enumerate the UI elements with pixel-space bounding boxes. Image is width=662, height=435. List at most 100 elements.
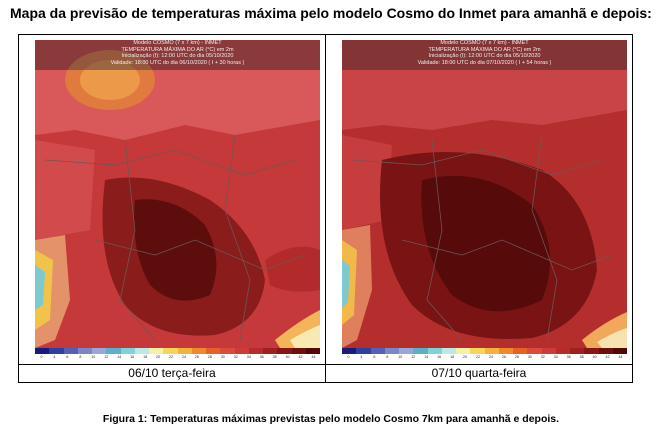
colorbar-swatch [441, 348, 456, 354]
colorbar-tick-label: 24 [488, 355, 493, 359]
colorbar: 0 4 6 8 10 12 14 16 18 20 22 24 26 28 30 32 34 36 38 40 42 44 [35, 348, 320, 360]
colorbar-tick-label: 40 [592, 355, 597, 359]
colorbar-swatch [484, 348, 499, 354]
colorbar-tick-label: 16 [130, 355, 135, 359]
header-line-model: Modelo COSMO (7 x 7 km) - INMET [440, 40, 529, 46]
colorbar-swatch [35, 348, 50, 354]
header-line-variable: TEMPERATURA MÁXIMA DO AR (°C) em 2m [121, 46, 234, 53]
colorbar-swatch [163, 348, 178, 354]
map-header: Modelo COSMO (7 x 7 km) - INMET TEMPERAT… [342, 40, 627, 70]
colorbar-tick-label: 42 [605, 355, 610, 359]
colorbar-swatch [498, 348, 513, 354]
colorbar-tick-label: 10 [91, 355, 96, 359]
colorbar-swatch [612, 348, 627, 354]
colorbar-tick-label: 4 [53, 355, 56, 359]
header-line-init: Inicialização (I): 12:00 UTC do dia 05/1… [428, 53, 541, 60]
temperature-map-image [342, 40, 627, 360]
colorbar-tick-label: 26 [501, 355, 506, 359]
colorbar-swatch [456, 348, 471, 354]
colorbar-swatch [427, 348, 442, 354]
colorbar-swatch [570, 348, 585, 354]
colorbar-swatches [342, 348, 627, 354]
colorbar-swatch [413, 348, 428, 354]
colorbar-tick-label: 28 [207, 355, 212, 359]
colorbar-swatch [399, 348, 414, 354]
colorbar-swatch [49, 348, 64, 354]
colorbar-tick-label: 42 [298, 355, 303, 359]
colorbar-swatch [370, 348, 385, 354]
colorbar-tick-label: 14 [117, 355, 122, 359]
colorbar-swatches [35, 348, 320, 354]
colorbar-swatch [177, 348, 192, 354]
colorbar-swatch [63, 348, 78, 354]
colorbar-swatch [356, 348, 371, 354]
header-line-variable: TEMPERATURA MÁXIMA DO AR (°C) em 2m [428, 46, 541, 53]
header-line-model: Modelo COSMO (7 x 7 km) - INMET [133, 40, 222, 46]
colorbar-tick-label: 14 [424, 355, 429, 359]
colorbar-swatch [291, 348, 306, 354]
colorbar-swatch [234, 348, 249, 354]
colorbar-tick-label: 34 [553, 355, 558, 359]
map-caption-day2: 07/10 quarta-feira [325, 364, 633, 383]
colorbar-tick-label: 22 [169, 355, 173, 359]
colorbar-ticks: 0 4 6 8 10 12 14 16 18 20 22 24 26 28 30 32 34 36 38 40 42 44 [35, 354, 320, 360]
colorbar-tick-label: 22 [476, 355, 480, 359]
map-cell-day2: Modelo COSMO (7 x 7 km) - INMET TEMPERAT… [325, 34, 633, 365]
colorbar-swatch [470, 348, 485, 354]
colorbar-swatch [206, 348, 221, 354]
colorbar-swatch [541, 348, 556, 354]
colorbar-tick-label: 26 [194, 355, 199, 359]
colorbar-tick-label: 30 [527, 355, 532, 359]
map-caption-day1: 06/10 terça-feira [18, 364, 326, 383]
page-title: Mapa da previsão de temperaturas máxima … [10, 5, 652, 21]
colorbar-tick-label: 8 [386, 355, 389, 359]
colorbar-tick-label: 28 [514, 355, 519, 359]
header-line-validity: Validade: 18:00 UTC do dia 06/10/2020 ( … [110, 59, 245, 66]
colorbar-tick-label: 20 [463, 355, 468, 359]
forecast-map-day1: Modelo COSMO (7 x 7 km) - INMET TEMPERAT… [35, 40, 320, 360]
colorbar: 0 4 6 8 10 12 14 16 18 20 22 24 26 28 30 32 34 36 38 40 42 44 [342, 348, 627, 360]
colorbar-tick-label: 32 [540, 355, 545, 359]
map-header: Modelo COSMO (7 x 7 km) - INMET TEMPERAT… [35, 40, 320, 70]
colorbar-swatch [106, 348, 121, 354]
colorbar-tick-label: 10 [398, 355, 403, 359]
colorbar-tick-label: 0 [347, 355, 350, 359]
colorbar-tick-label: 38 [579, 355, 584, 359]
colorbar-swatch [527, 348, 542, 354]
colorbar-tick-label: 38 [272, 355, 277, 359]
colorbar-tick-label: 0 [40, 355, 43, 359]
colorbar-swatch [149, 348, 164, 354]
forecast-map-day2: Modelo COSMO (7 x 7 km) - INMET TEMPERAT… [342, 40, 627, 360]
header-line-init: Inicialização (I): 12:00 UTC do dia 05/1… [121, 53, 234, 60]
colorbar-tick-label: 8 [79, 355, 82, 359]
colorbar-swatch [120, 348, 135, 354]
colorbar-tick-label: 6 [66, 355, 69, 359]
colorbar-swatch [305, 348, 320, 354]
colorbar-swatch [248, 348, 263, 354]
colorbar-swatch [342, 348, 357, 354]
colorbar-tick-label: 44 [618, 355, 623, 359]
map-cell-day1: Modelo COSMO (7 x 7 km) - INMET TEMPERAT… [18, 34, 326, 365]
colorbar-ticks: 0 4 6 8 10 12 14 16 18 20 22 24 26 28 30 32 34 36 38 40 42 44 [342, 354, 627, 360]
temperature-map-image [35, 40, 320, 360]
colorbar-tick-label: 36 [259, 355, 264, 359]
colorbar-swatch [191, 348, 206, 354]
figure-caption: Figura 1: Temperaturas máximas previstas… [102, 413, 560, 425]
colorbar-tick-label: 12 [411, 355, 416, 359]
colorbar-tick-label: 18 [450, 355, 455, 359]
colorbar-tick-label: 44 [311, 355, 316, 359]
colorbar-tick-label: 24 [181, 355, 186, 359]
colorbar-swatch [598, 348, 613, 354]
colorbar-swatch [555, 348, 570, 354]
colorbar-tick-label: 40 [285, 355, 290, 359]
colorbar-swatch [584, 348, 599, 354]
colorbar-tick-label: 32 [233, 355, 238, 359]
colorbar-tick-label: 16 [437, 355, 442, 359]
colorbar-swatch [263, 348, 278, 354]
colorbar-swatch [77, 348, 92, 354]
colorbar-swatch [134, 348, 149, 354]
maps-table: Modelo COSMO (7 x 7 km) - INMET TEMPERAT… [18, 34, 633, 383]
colorbar-tick-label: 34 [246, 355, 251, 359]
colorbar-tick-label: 4 [360, 355, 363, 359]
colorbar-swatch [220, 348, 235, 354]
